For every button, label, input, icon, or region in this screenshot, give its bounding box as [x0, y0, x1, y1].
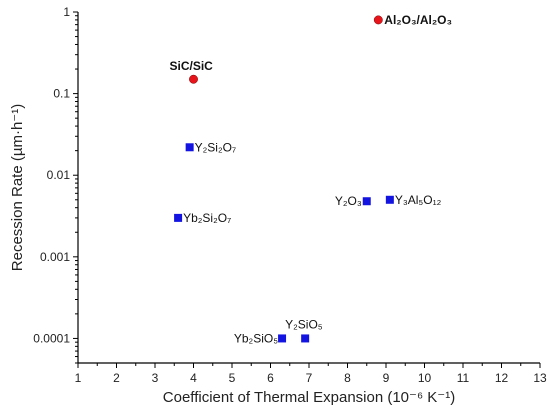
point-label: Yb₂SiO₅: [234, 331, 278, 345]
data-point-square: [185, 143, 194, 152]
x-tick-label: 13: [533, 371, 547, 385]
x-tick-label: 12: [495, 371, 509, 385]
x-tick-label: 1: [75, 371, 82, 385]
x-tick-label: 10: [418, 371, 432, 385]
data-point-circle: [373, 15, 383, 25]
data-points: [174, 15, 394, 343]
data-point-square: [385, 195, 394, 204]
x-tick-label: 9: [383, 371, 390, 385]
data-point-square: [278, 334, 287, 343]
point-label: Al₂O₃/Al₂O₃: [384, 13, 452, 27]
data-point-circle: [189, 74, 198, 84]
point-label: Yb₂Si₂O₇: [183, 211, 231, 225]
x-tick-label: 8: [344, 371, 351, 385]
x-tick-label: 7: [306, 371, 313, 385]
x-tick-label: 4: [190, 371, 197, 385]
data-point-square: [174, 213, 183, 222]
x-tick-label: 6: [267, 371, 274, 385]
x-tick-label: 2: [113, 371, 120, 385]
data-point-square: [362, 197, 371, 206]
x-tick-label: 5: [229, 371, 236, 385]
point-label: Y₂SiO₅: [285, 317, 323, 331]
point-label: Y₂O₃: [335, 194, 362, 208]
point-label: Y₂Si₂O₇: [195, 140, 236, 154]
point-label: SiC/SiC: [170, 59, 214, 73]
y-tick-label: 1: [63, 5, 70, 19]
x-tick-label: 3: [152, 371, 159, 385]
y-tick-label: 0.01: [47, 168, 71, 182]
y-axis-title: Recession Rate (µm·h⁻¹): [9, 104, 26, 271]
y-tick-label: 0.0001: [33, 331, 70, 345]
y-tick-label: 0.1: [53, 87, 70, 101]
y-tick-label: 0.001: [40, 250, 70, 264]
axes: [77, 12, 540, 364]
point-label: Y₃Al₅O₁₂: [395, 193, 442, 207]
x-tick-label: 11: [457, 371, 470, 385]
x-axis-title: Coefficient of Thermal Expansion (10⁻⁶ K…: [163, 389, 455, 406]
point-labels: SiC/SiC Al₂O₃/Al₂O₃ Y₂Si₂O₇ Yb₂Si₂O₇ Y₂O₃ Y₃A…: [170, 13, 453, 346]
data-point-square: [301, 334, 310, 343]
